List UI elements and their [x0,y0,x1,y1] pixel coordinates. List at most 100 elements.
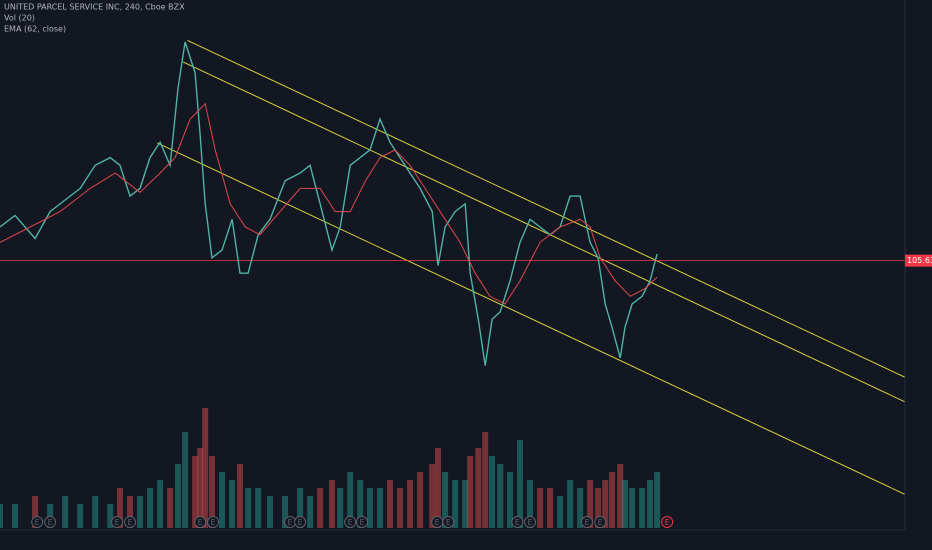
trend-line [187,40,906,378]
volume-bar [219,472,226,528]
earnings-marker [194,516,207,528]
earnings-label: E [515,518,520,527]
volume-bar [654,472,661,528]
earnings-label: E [527,518,532,527]
volume-bar [328,480,335,528]
volume-bar [387,480,394,528]
last-price-box [905,254,932,267]
price-line [0,41,658,366]
earnings-marker [524,516,537,528]
volume-bar [629,488,636,528]
volume-bar [127,496,134,528]
volume-bar [467,456,474,528]
earnings-label: E [198,518,203,527]
volume-bar [147,488,154,528]
plot [0,40,906,528]
earnings-label: E [211,518,216,527]
volume-bar [609,472,616,528]
volume-bar [347,472,354,528]
last-price-label: 105.63 [907,256,932,265]
volume-bar [429,464,436,528]
volume-bar [77,504,84,528]
earnings-marker [661,516,674,528]
volume-bar [577,488,584,528]
volume-bar [116,488,123,528]
legend-ema: EMA (62, close) [4,25,66,34]
earnings-label: E [348,518,353,527]
volume-bar [182,432,189,528]
volume-bar [527,480,534,528]
volume-bar [366,488,373,528]
trend-line [183,61,906,403]
volume-bar [376,488,383,528]
volume-bar [557,496,564,528]
volume-bar [497,464,504,528]
earnings-label: E [435,518,440,527]
ema-line [0,102,658,305]
volume-bar [197,448,204,528]
volume-bar [0,504,3,528]
earnings-marker [124,516,137,528]
earnings-marker [511,516,524,528]
volume-bar [62,496,69,528]
volume-bar [407,480,414,528]
volume-bar [547,488,554,528]
volume-bar [621,480,628,528]
volume-bar [337,488,344,528]
earnings-marker [356,516,369,528]
volume-bar [192,456,199,528]
earnings-marker [31,516,44,528]
axes: 105.63EEEEEEEEEEEEEEEEE [31,254,932,528]
volume-bar [157,480,164,528]
volume-bar [617,464,624,528]
earnings-label: E [127,518,132,527]
volume-bar [475,448,482,528]
volume-bar [434,448,441,528]
volume-bar [209,456,216,528]
volume-bar [647,480,654,528]
earnings-marker [111,516,124,528]
earnings-label: E [48,518,53,527]
earnings-label: E [35,518,40,527]
volume-bar [236,464,243,528]
volume-bar [307,496,314,528]
volume-bar [602,480,609,528]
earnings-label: E [598,518,603,527]
earnings-label: E [115,518,120,527]
volume-bar [639,488,646,528]
volume-bar [137,496,144,528]
volume-bar [482,432,489,528]
volume-bar [506,472,513,528]
volume-bar [267,496,274,528]
volume-bar [417,472,424,528]
volume-bar [297,488,304,528]
earnings-label: E [360,518,365,527]
volume-bar [357,480,364,528]
volume-bar [107,504,114,528]
volume-bar [92,496,99,528]
earnings-label: E [288,518,293,527]
earnings-marker [44,516,57,528]
volume-bar [245,488,252,528]
volume-bar [202,408,209,528]
volume-bar [32,496,39,528]
volume-bar [12,504,19,528]
earnings-marker [344,516,357,528]
earnings-marker [580,516,593,528]
volume-bar [567,480,574,528]
trend-line [156,142,906,495]
chart-title: UNITED PARCEL SERVICE INC, 240, Cboe BZX [4,3,185,12]
volume-bar [452,480,459,528]
earnings-label: E [584,518,589,527]
earnings-label: E [665,518,670,527]
volume-bar [537,488,544,528]
legend-volume: Vol (20) [4,14,35,23]
volume-bar [282,496,289,528]
volume-bar [462,480,469,528]
volume-bar [174,464,181,528]
volume-bar [229,480,236,528]
volume-bar [595,488,602,528]
